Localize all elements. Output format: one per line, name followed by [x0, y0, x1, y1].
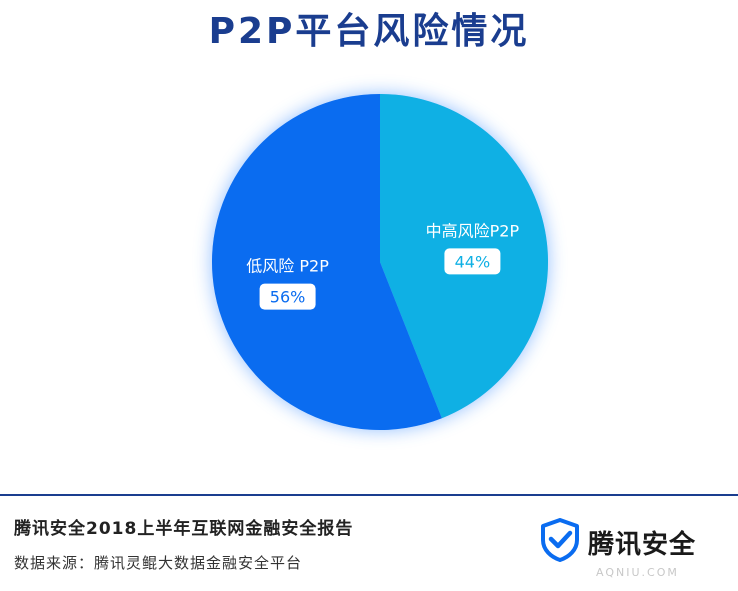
pie-chart: 中高风险P2P 44% 低风险 P2P 56% — [212, 94, 548, 430]
pie-slice — [212, 94, 442, 430]
shield-check-icon — [540, 518, 580, 566]
report-title: 腾讯安全2018上半年互联网金融安全报告 — [14, 519, 354, 539]
watermark: AQNIU.COM — [596, 566, 679, 579]
pie-chart-svg: 中高风险P2P 44% 低风险 P2P 56% — [212, 94, 548, 430]
value-badge — [259, 283, 316, 310]
slice-label: 低风险 P2P — [246, 257, 329, 276]
slice-value-label: 56% — [270, 288, 306, 307]
slice-label: 中高风险P2P — [426, 221, 520, 240]
brand-name: 腾讯安全 — [588, 529, 697, 560]
value-badge — [444, 248, 501, 275]
page-title: P2P平台风险情况 — [208, 11, 530, 52]
data-source: 数据来源：腾讯灵鲲大数据金融安全平台 — [14, 554, 303, 572]
brand-logo: 腾讯安全 — [540, 518, 696, 566]
pie-slices — [212, 94, 548, 430]
pie-labels: 中高风险P2P 44% 低风险 P2P 56% — [246, 221, 520, 310]
slice-value-label: 44% — [455, 252, 491, 271]
footer-divider — [0, 494, 738, 496]
